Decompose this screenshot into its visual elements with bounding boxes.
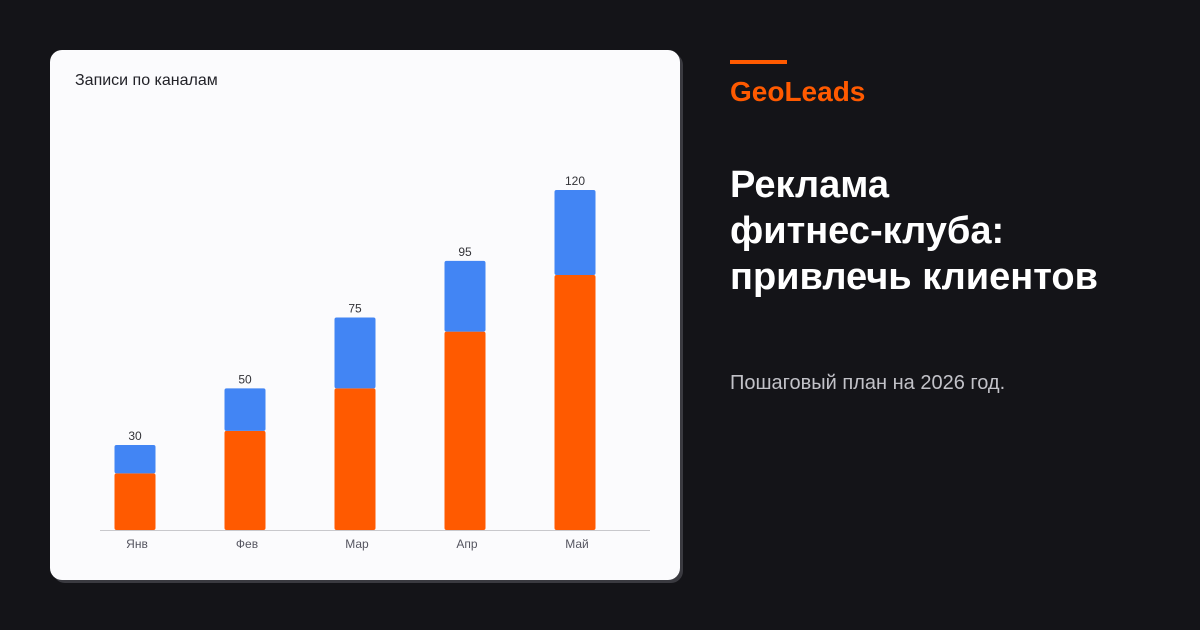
- bar-segment-Мар-bottom: [334, 388, 376, 530]
- data-label-Янв: 30: [128, 429, 142, 443]
- data-label-Май: 120: [565, 174, 585, 188]
- bar-segment-Янв-bottom: [114, 473, 156, 530]
- headline-line-1: Реклама: [730, 164, 890, 206]
- subtitle: Пошаговый план на 2026 год.: [730, 372, 1006, 394]
- data-label-Фев: 50: [238, 372, 252, 386]
- headline: Реклама фитнес-клуба: привлечь клиентов: [730, 162, 1170, 300]
- bar-segment-Апр-top: [444, 260, 486, 332]
- bar-segment-Фев-top: [224, 388, 266, 431]
- bar-segment-Янв-top: [114, 445, 156, 474]
- headline-line-2: фитнес-клуба:: [730, 210, 1005, 252]
- brand-name: GeoLeads: [730, 76, 866, 107]
- bar-segment-Апр-bottom: [444, 331, 486, 530]
- x-tick-label-Янв: Янв: [126, 537, 148, 551]
- bar-segment-Май-bottom: [554, 275, 596, 530]
- chart-title: Записи по каналам: [75, 72, 218, 89]
- data-label-Апр: 95: [458, 245, 472, 259]
- bar-segment-Мар-top: [334, 317, 376, 389]
- chart-card: Записи по каналам 30 Янв 50 Фев 75 Мар 95 Апр 12…: [50, 50, 680, 580]
- headline-line-3: привлечь клиентов: [730, 256, 1098, 298]
- stacked-bar-chart: 30 Янв 50 Фев 75 Мар 95 Апр 120 Май: [100, 174, 650, 551]
- bar-segment-Фев-bottom: [224, 430, 266, 530]
- bar-segment-Май-top: [554, 190, 596, 275]
- accent-line: [730, 60, 787, 64]
- x-tick-label-Апр: Апр: [456, 537, 478, 551]
- x-tick-label-Мар: Мар: [345, 537, 369, 551]
- data-label-Мар: 75: [348, 302, 362, 316]
- x-tick-label-Фев: Фев: [236, 537, 258, 551]
- x-tick-label-Май: Май: [565, 537, 589, 551]
